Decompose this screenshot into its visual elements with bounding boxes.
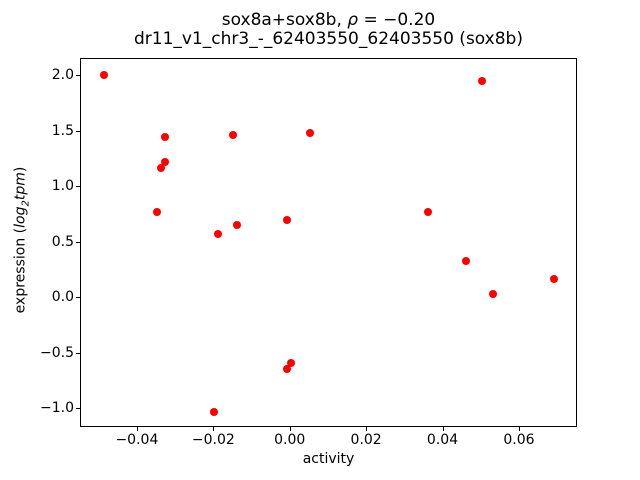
y-tick-label: 1.0 — [51, 178, 74, 195]
y-axis-label-prefix: expression ( — [12, 227, 29, 314]
scatter-point — [233, 221, 242, 230]
y-tick-mark — [76, 130, 80, 132]
x-tick-mark — [518, 427, 520, 431]
scatter-point — [153, 207, 162, 216]
y-tick-mark — [76, 186, 80, 188]
x-tick-mark — [213, 427, 215, 431]
y-tick-mark — [76, 408, 80, 410]
y-tick-label: 0.0 — [51, 289, 74, 306]
scatter-point — [214, 229, 223, 238]
y-tick-mark — [76, 352, 80, 354]
x-tick-label: 0.06 — [503, 432, 535, 448]
y-tick-mark — [76, 241, 80, 243]
y-tick-mark — [76, 75, 80, 77]
scatter-point — [305, 128, 314, 137]
x-tick-label: −0.04 — [115, 432, 159, 448]
y-tick-label: −1.0 — [40, 400, 74, 417]
scatter-point — [156, 164, 165, 173]
scatter-point — [286, 358, 295, 367]
scatter-point — [489, 289, 498, 298]
x-tick-mark — [366, 427, 368, 431]
y-tick-label: −0.5 — [40, 344, 74, 361]
scatter-point — [99, 71, 108, 80]
scatter-point — [550, 275, 559, 284]
y-axis-label-tpm: tpm — [12, 172, 29, 201]
x-tick-label: 0.04 — [426, 432, 459, 448]
scatter-point — [282, 365, 291, 374]
x-axis-label: activity — [302, 451, 355, 467]
x-tick-label: −0.02 — [191, 432, 235, 448]
x-tick-mark — [136, 427, 138, 431]
scatter-point — [160, 157, 169, 166]
scatter-point — [282, 215, 291, 224]
y-axis-label-subscript: 2 — [20, 200, 32, 207]
scatter-point — [160, 133, 169, 142]
title-rho-symbol: ρ — [347, 10, 359, 30]
scatter-point — [477, 76, 486, 85]
chart-title-line1: sox8a+sox8b, ρ = −0.20 — [80, 11, 577, 30]
chart-title-line2: dr11_v1_chr3_-_62403550_62403550 (sox8b) — [134, 29, 523, 49]
y-axis-label: expression (log2tpm) — [13, 167, 32, 314]
title-rho-value: = −0.20 — [358, 10, 436, 30]
title-gene-label: sox8a+sox8b, — [221, 10, 348, 30]
x-tick-label: 0.02 — [350, 432, 382, 448]
y-tick-label: 2.0 — [51, 67, 74, 84]
y-tick-label: 1.5 — [51, 122, 74, 139]
scatter-point — [229, 131, 238, 140]
x-tick-mark — [289, 427, 291, 431]
y-tick-label: 0.5 — [51, 233, 74, 250]
x-tick-mark — [442, 427, 444, 431]
scatter-point — [462, 256, 471, 265]
y-axis-label-log: log — [12, 206, 29, 228]
y-tick-mark — [76, 297, 80, 299]
x-tick-label: 0.00 — [274, 432, 306, 448]
scatter-point — [424, 207, 433, 216]
scatter-point — [210, 407, 219, 416]
chart-title: sox8a+sox8b, ρ = −0.20 dr11_v1_chr3_-_62… — [80, 11, 577, 49]
plot-area — [80, 58, 577, 427]
y-axis-label-suffix: ) — [12, 166, 29, 173]
